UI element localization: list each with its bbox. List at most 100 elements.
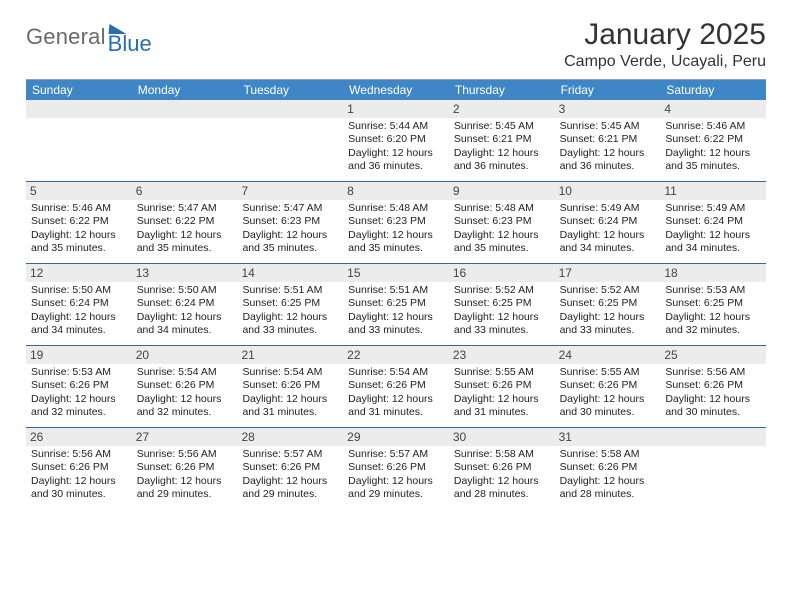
logo-triangle-icon bbox=[108, 24, 127, 34]
day-detail: Sunrise: 5:57 AMSunset: 6:26 PMDaylight:… bbox=[346, 448, 446, 502]
sunrise-line: Sunrise: 5:55 AM bbox=[560, 366, 656, 379]
day-number: 19 bbox=[26, 346, 132, 364]
sunset-line: Sunset: 6:26 PM bbox=[242, 379, 338, 392]
day-detail: Sunrise: 5:46 AMSunset: 6:22 PMDaylight:… bbox=[29, 202, 129, 256]
calendar-day: 11 Sunrise: 5:49 AMSunset: 6:24 PMDayligh… bbox=[660, 182, 766, 263]
sunrise-line: Sunrise: 5:51 AM bbox=[242, 284, 338, 297]
calendar-day: 29 Sunrise: 5:57 AMSunset: 6:26 PMDayligh… bbox=[343, 428, 449, 510]
calendar-day: 16Sunrise: 5:52 AMSunset: 6:25 PMDayligh… bbox=[449, 264, 555, 345]
day-number: 30 bbox=[449, 428, 555, 446]
daylight-line: Daylight: 12 hours and 32 minutes. bbox=[31, 393, 127, 420]
day-number: 14 bbox=[237, 264, 343, 282]
day-number bbox=[237, 100, 343, 118]
day-number: 9 bbox=[449, 182, 555, 200]
day-of-week-header: Sunday Monday Tuesday Wednesday Thursday… bbox=[26, 80, 766, 100]
calendar-page: General Blue January 2025 Campo Verde, U… bbox=[0, 0, 792, 612]
sunrise-line: Sunrise: 5:45 AM bbox=[454, 120, 550, 133]
day-number: 5 bbox=[26, 182, 132, 200]
calendar-day: 8Sunrise: 5:48 AMSunset: 6:23 PMDaylight… bbox=[343, 182, 449, 263]
sunrise-line: Sunrise: 5:58 AM bbox=[454, 448, 550, 461]
calendar-day bbox=[26, 100, 132, 181]
calendar-day: 24Sunrise: 5:55 AMSunset: 6:26 PMDayligh… bbox=[555, 346, 661, 427]
daylight-line: Daylight: 12 hours and 32 minutes. bbox=[137, 393, 233, 420]
calendar-day bbox=[660, 428, 766, 510]
sunrise-line: Sunrise: 5:57 AM bbox=[242, 448, 338, 461]
sunrise-line: Sunrise: 5:47 AM bbox=[137, 202, 233, 215]
sunset-line: Sunset: 6:26 PM bbox=[560, 461, 656, 474]
calendar-day: 22Sunrise: 5:54 AMSunset: 6:26 PMDayligh… bbox=[343, 346, 449, 427]
sunrise-line: Sunrise: 5:49 AM bbox=[665, 202, 761, 215]
dow-wednesday: Wednesday bbox=[343, 80, 449, 100]
sunset-line: Sunset: 6:25 PM bbox=[560, 297, 656, 310]
sunset-line: Sunset: 6:26 PM bbox=[137, 461, 233, 474]
weeks-container: 1Sunrise: 5:44 AMSunset: 6:20 PMDaylight… bbox=[26, 100, 766, 510]
day-number: 12 bbox=[26, 264, 132, 282]
calendar-day: 17Sunrise: 5:52 AMSunset: 6:25 PMDayligh… bbox=[555, 264, 661, 345]
day-detail: Sunrise: 5:49 AMSunset: 6:24 PMDaylight:… bbox=[663, 202, 763, 256]
day-number: 20 bbox=[132, 346, 238, 364]
sunrise-line: Sunrise: 5:48 AM bbox=[454, 202, 550, 215]
day-number: 2 bbox=[449, 100, 555, 118]
sunset-line: Sunset: 6:26 PM bbox=[31, 379, 127, 392]
day-detail: Sunrise: 5:51 AMSunset: 6:25 PMDaylight:… bbox=[240, 284, 340, 338]
calendar-day: 13Sunrise: 5:50 AMSunset: 6:24 PMDayligh… bbox=[132, 264, 238, 345]
sunrise-line: Sunrise: 5:53 AM bbox=[31, 366, 127, 379]
calendar-day: 2Sunrise: 5:45 AMSunset: 6:21 PMDaylight… bbox=[449, 100, 555, 181]
sunset-line: Sunset: 6:21 PM bbox=[560, 133, 656, 146]
day-detail: Sunrise: 5:55 AMSunset: 6:26 PMDaylight:… bbox=[452, 366, 552, 420]
day-detail: Sunrise: 5:54 AMSunset: 6:26 PMDaylight:… bbox=[240, 366, 340, 420]
sunset-line: Sunset: 6:22 PM bbox=[665, 133, 761, 146]
day-number: 16 bbox=[449, 264, 555, 282]
calendar-day: 10Sunrise: 5:49 AMSunset: 6:24 PMDayligh… bbox=[555, 182, 661, 263]
day-detail: Sunrise: 5:44 AMSunset: 6:20 PMDaylight:… bbox=[346, 120, 446, 174]
day-number: 27 bbox=[132, 428, 238, 446]
calendar-day: 19 Sunrise: 5:53 AMSunset: 6:26 PMDayligh… bbox=[26, 346, 132, 427]
calendar-day: 28Sunrise: 5:57 AMSunset: 6:26 PMDayligh… bbox=[237, 428, 343, 510]
sunset-line: Sunset: 6:26 PM bbox=[348, 461, 444, 474]
calendar-week: 26Sunrise: 5:56 AMSunset: 6:26 PMDayligh… bbox=[26, 428, 766, 510]
day-number: 3 bbox=[555, 100, 661, 118]
calendar-day: 4Sunrise: 5:46 AMSunset: 6:22 PMDaylight… bbox=[660, 100, 766, 181]
calendar-day: 30Sunrise: 5:58 AMSunset: 6:26 PMDayligh… bbox=[449, 428, 555, 510]
calendar-day bbox=[132, 100, 238, 181]
day-number: 11 bbox=[660, 182, 766, 200]
sunset-line: Sunset: 6:23 PM bbox=[454, 215, 550, 228]
daylight-line: Daylight: 12 hours and 35 minutes. bbox=[31, 229, 127, 256]
daylight-line: Daylight: 12 hours and 35 minutes. bbox=[665, 147, 761, 174]
calendar-day: 6Sunrise: 5:47 AMSunset: 6:22 PMDaylight… bbox=[132, 182, 238, 263]
sunrise-line: Sunrise: 5:52 AM bbox=[454, 284, 550, 297]
sunrise-line: Sunrise: 5:46 AM bbox=[665, 120, 761, 133]
dow-thursday: Thursday bbox=[449, 80, 555, 100]
sunset-line: Sunset: 6:26 PM bbox=[242, 461, 338, 474]
sunset-line: Sunset: 6:24 PM bbox=[31, 297, 127, 310]
calendar-day: 26Sunrise: 5:56 AMSunset: 6:26 PMDayligh… bbox=[26, 428, 132, 510]
calendar-day: 15Sunrise: 5:51 AMSunset: 6:25 PMDayligh… bbox=[343, 264, 449, 345]
daylight-line: Daylight: 12 hours and 29 minutes. bbox=[137, 475, 233, 502]
sunrise-line: Sunrise: 5:56 AM bbox=[137, 448, 233, 461]
calendar-day: 27 Sunrise: 5:56 AMSunset: 6:26 PMDayligh… bbox=[132, 428, 238, 510]
sunset-line: Sunset: 6:26 PM bbox=[348, 379, 444, 392]
logo: General Blue bbox=[26, 18, 152, 57]
day-number: 29 bbox=[343, 428, 449, 446]
sunrise-line: Sunrise: 5:47 AM bbox=[242, 202, 338, 215]
sunset-line: Sunset: 6:26 PM bbox=[137, 379, 233, 392]
sunset-line: Sunset: 6:25 PM bbox=[665, 297, 761, 310]
calendar-day: 18Sunrise: 5:53 AMSunset: 6:25 PMDayligh… bbox=[660, 264, 766, 345]
daylight-line: Daylight: 12 hours and 31 minutes. bbox=[348, 393, 444, 420]
calendar-day: 9Sunrise: 5:48 AMSunset: 6:23 PMDaylight… bbox=[449, 182, 555, 263]
sunrise-line: Sunrise: 5:51 AM bbox=[348, 284, 444, 297]
day-detail: Sunrise: 5:48 AMSunset: 6:23 PMDaylight:… bbox=[346, 202, 446, 256]
daylight-line: Daylight: 12 hours and 31 minutes. bbox=[242, 393, 338, 420]
daylight-line: Daylight: 12 hours and 34 minutes. bbox=[665, 229, 761, 256]
dow-saturday: Saturday bbox=[660, 80, 766, 100]
day-number: 7 bbox=[237, 182, 343, 200]
daylight-line: Daylight: 12 hours and 35 minutes. bbox=[137, 229, 233, 256]
daylight-line: Daylight: 12 hours and 33 minutes. bbox=[348, 311, 444, 338]
sunrise-line: Sunrise: 5:54 AM bbox=[242, 366, 338, 379]
daylight-line: Daylight: 12 hours and 34 minutes. bbox=[31, 311, 127, 338]
day-detail: Sunrise: 5:49 AMSunset: 6:24 PMDaylight:… bbox=[558, 202, 658, 256]
day-detail: Sunrise: 5:55 AMSunset: 6:26 PMDaylight:… bbox=[558, 366, 658, 420]
sunrise-line: Sunrise: 5:45 AM bbox=[560, 120, 656, 133]
logo-blue-text: Blue bbox=[108, 31, 152, 57]
day-number: 26 bbox=[26, 428, 132, 446]
